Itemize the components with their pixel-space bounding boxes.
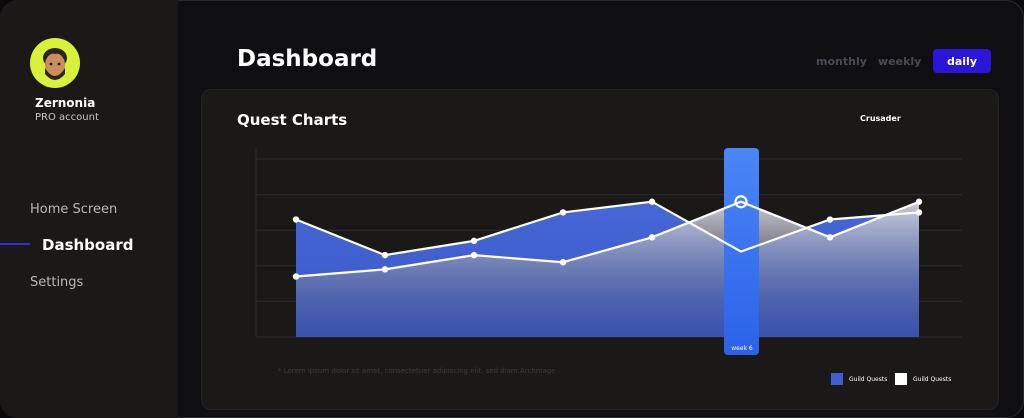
- data-point-series-1: [470, 251, 478, 259]
- card-title: Quest Charts: [237, 111, 348, 129]
- data-point-series-1: [648, 234, 656, 241]
- data-point-series-0: [292, 216, 300, 223]
- avatar-face-icon: [43, 48, 67, 80]
- filter-dropdown[interactable]: Crusader: [860, 114, 901, 123]
- tab-weekly[interactable]: weekly: [878, 55, 922, 68]
- user-name: Zernonia: [35, 96, 96, 110]
- data-point-series-1: [915, 198, 923, 205]
- chart-footnote: * Lorem ipsum dolor sit amet, consectetu…: [278, 367, 556, 375]
- legend-label: Guild Quests: [849, 375, 888, 383]
- legend-swatch: [831, 373, 843, 385]
- legend-swatch: [895, 373, 907, 385]
- nav-item-settings[interactable]: Settings: [30, 275, 84, 290]
- data-point-series-0: [381, 251, 389, 259]
- data-point-series-0: [915, 209, 923, 216]
- tab-daily[interactable]: daily: [933, 49, 991, 73]
- page-title: Dashboard: [237, 46, 378, 72]
- data-point-series-1: [292, 273, 300, 280]
- sidebar: Zernonia PRO account Home Screen Dashboa…: [0, 0, 178, 418]
- tab-monthly[interactable]: monthly: [816, 55, 867, 68]
- legend-item-guild-quests-blue: Guild Quests: [831, 373, 887, 385]
- highlight-bar-label: week 6: [731, 345, 753, 352]
- data-point-series-0: [559, 209, 567, 216]
- data-point-series-0: [826, 216, 834, 223]
- user-account-type: PRO account: [35, 112, 99, 123]
- nav-item-dashboard[interactable]: Dashboard: [42, 236, 134, 254]
- data-point-series-1: [381, 266, 389, 273]
- nav-active-indicator: [0, 243, 30, 245]
- data-point-series-1: [559, 259, 567, 266]
- legend-item-guild-quests-white: Guild Quests: [895, 373, 951, 385]
- data-point-series-1: [826, 234, 834, 241]
- data-point-series-0: [470, 237, 478, 245]
- series-area-guild-quests-white: [296, 201, 919, 337]
- series-line-1: [295, 200, 920, 278]
- highlight-point: [734, 195, 748, 209]
- nav-item-home-screen[interactable]: Home Screen: [30, 202, 118, 217]
- series-line-0: [295, 200, 920, 257]
- data-point-series-0: [648, 198, 656, 205]
- avatar[interactable]: [30, 38, 80, 88]
- legend-label: Guild Quests: [913, 375, 952, 383]
